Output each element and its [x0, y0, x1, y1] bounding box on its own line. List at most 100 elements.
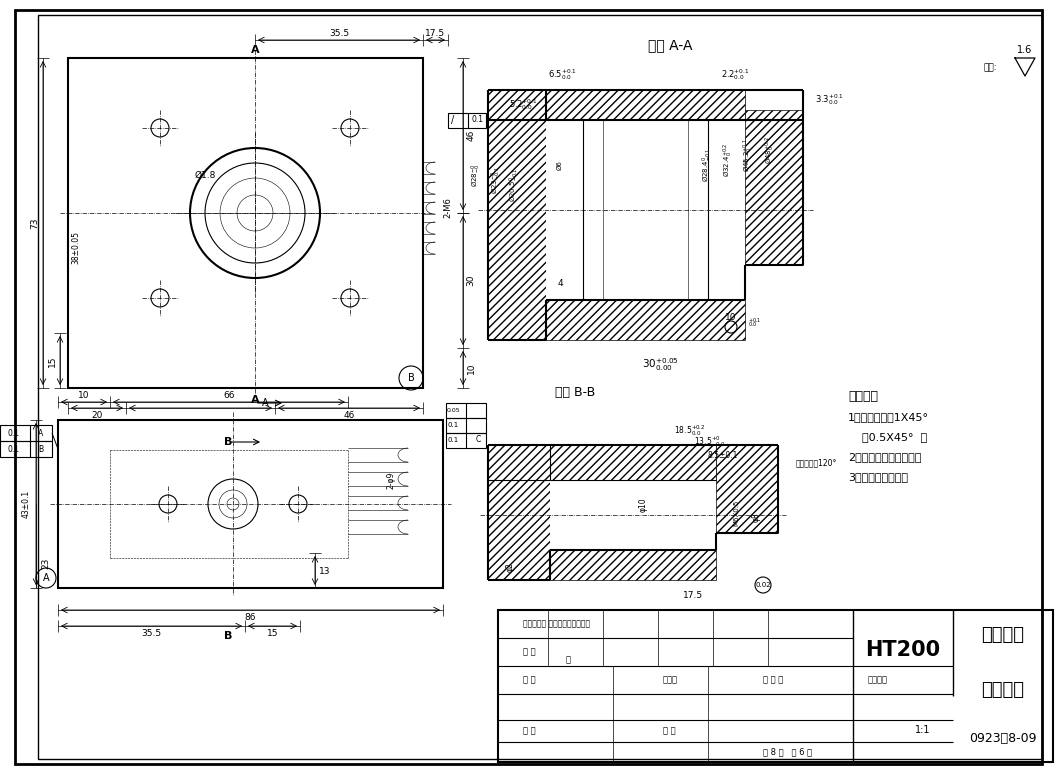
Text: 2.2$^{+0.1}_{0.0}$: 2.2$^{+0.1}_{0.0}$ [721, 67, 749, 83]
Text: 标准化: 标准化 [663, 676, 678, 684]
Bar [745, 110, 803, 265]
Text: 角0.5X45°  。: 角0.5X45° 。 [848, 432, 927, 442]
Text: 1、直角边倒边1X45°: 1、直角边倒边1X45° [848, 412, 929, 422]
Text: 0.1: 0.1 [447, 422, 459, 428]
Text: Ø1.8: Ø1.8 [194, 170, 216, 180]
Bar [498, 610, 1053, 762]
Bar [550, 550, 716, 580]
Text: 技术要求: 技术要求 [848, 391, 878, 403]
Text: 0.05: 0.05 [446, 407, 460, 413]
Text: 剖面 B-B: 剖面 B-B [555, 385, 595, 399]
Text: 审 核: 审 核 [523, 676, 536, 684]
Text: 其余:: 其余: [983, 63, 997, 73]
Text: 批 准: 批 准 [663, 727, 675, 735]
Text: 13.5$^{+0}_{-0.0}$: 13.5$^{+0}_{-0.0}$ [694, 434, 726, 450]
Text: 0.02: 0.02 [755, 582, 771, 588]
Bar [546, 120, 745, 300]
Text: 0923盖8-09: 0923盖8-09 [969, 731, 1037, 745]
Text: Ø23$^{-0}_{-0.1}$: Ø23$^{-0}_{-0.1}$ [489, 166, 503, 194]
Text: Ø20.5$^{0}_{-0.1}$: Ø20.5$^{0}_{-0.1}$ [507, 168, 521, 202]
Text: 共 8 张   第 6 张: 共 8 张 第 6 张 [763, 748, 812, 756]
Text: C: C [476, 436, 481, 444]
Text: A: A [42, 573, 50, 583]
Text: 17.5: 17.5 [683, 591, 703, 600]
Bar [0, 425, 52, 441]
Text: 钻头锥度为120°: 钻头锥度为120° [796, 458, 837, 467]
Bar [446, 418, 486, 433]
Bar [446, 403, 486, 418]
Text: 1:1: 1:1 [915, 725, 931, 735]
Text: 35.5: 35.5 [142, 628, 162, 638]
Text: 13: 13 [319, 567, 331, 576]
Text: Ø28.4$^{0}_{-0.1}$: Ø28.4$^{0}_{-0.1}$ [701, 148, 713, 183]
Text: A: A [251, 45, 259, 55]
Text: 10: 10 [466, 362, 476, 374]
Text: 量量比例: 量量比例 [868, 676, 888, 684]
Text: 5.2$^{+0.1}_{0.0}$: 5.2$^{+0.1}_{0.0}$ [508, 98, 537, 112]
Text: 上燃湖学: 上燃湖学 [982, 626, 1024, 644]
Text: 燕: 燕 [565, 656, 571, 665]
Text: 10: 10 [725, 313, 737, 321]
Text: 46: 46 [466, 130, 476, 141]
Text: 30: 30 [466, 275, 476, 286]
Text: 18.5$^{+0.2}_{0.0}$: 18.5$^{+0.2}_{0.0}$ [674, 423, 706, 438]
Text: 3、表面发黑处理。: 3、表面发黑处理。 [848, 472, 908, 482]
Bar [546, 300, 745, 340]
Text: φ2: φ2 [505, 562, 515, 572]
Text: 6.5$^{+0.1}_{0.0}$: 6.5$^{+0.1}_{0.0}$ [549, 67, 577, 83]
Text: 2-φ9: 2-φ9 [387, 471, 395, 488]
Text: 2、未注公差的尺寸公差: 2、未注公差的尺寸公差 [848, 452, 922, 462]
Text: 86: 86 [245, 612, 256, 622]
Bar [716, 445, 778, 533]
Bar [68, 58, 423, 388]
Text: 38±0.05: 38±0.05 [72, 231, 80, 265]
Text: $^{+0.1}_{0.0}$: $^{+0.1}_{0.0}$ [748, 317, 762, 330]
Text: B: B [224, 631, 233, 641]
Text: 剖面 A-A: 剖面 A-A [648, 38, 692, 52]
Text: M6X0.5: M6X0.5 [733, 500, 739, 526]
Text: 0.1: 0.1 [8, 429, 20, 437]
Text: 1.6: 1.6 [1018, 45, 1033, 55]
Text: 设 计: 设 计 [523, 648, 536, 656]
Text: 3.3$^{+0.1}_{0.0}$: 3.3$^{+0.1}_{0.0}$ [815, 93, 845, 108]
Text: 30$^{+0.05}_{0.00}$: 30$^{+0.05}_{0.00}$ [642, 357, 679, 373]
Text: 43±0.1: 43±0.1 [21, 490, 31, 518]
Text: Ø45.2$^{+0.1}_{0}$: Ø45.2$^{+0.1}_{0}$ [741, 138, 755, 172]
Bar [448, 113, 486, 128]
Text: 10: 10 [78, 391, 90, 399]
Text: 23: 23 [41, 557, 51, 569]
Bar [446, 433, 486, 448]
Text: 工 艺: 工 艺 [523, 727, 536, 735]
Text: 20: 20 [91, 410, 103, 420]
Text: 35.5: 35.5 [329, 29, 349, 39]
Text: Ø32.4$^{+0.2}_{0}$: Ø32.4$^{+0.2}_{0}$ [721, 143, 735, 177]
Text: 0.1: 0.1 [8, 444, 20, 454]
Text: B: B [38, 444, 43, 454]
Text: 0.1: 0.1 [472, 115, 484, 125]
Text: Ø6: Ø6 [557, 160, 563, 170]
Bar [546, 90, 745, 120]
Bar [550, 445, 716, 480]
Text: A: A [38, 429, 43, 437]
Text: 66: 66 [223, 391, 235, 399]
Bar [488, 90, 546, 340]
Text: 0.1: 0.1 [447, 437, 459, 443]
Bar [488, 445, 550, 580]
Text: 46: 46 [344, 410, 355, 420]
Bar [0, 441, 52, 457]
Text: /: / [451, 115, 455, 125]
Text: Ø28$^{-0}_{-0}$: Ø28$^{-0}_{-0}$ [469, 163, 483, 187]
Text: HT200: HT200 [866, 640, 941, 660]
Text: A: A [262, 398, 268, 408]
Text: A: A [251, 395, 259, 405]
Text: φ10: φ10 [638, 498, 648, 512]
Bar [550, 480, 716, 550]
Text: 15: 15 [266, 628, 278, 638]
Text: Ø48$^{+0.2}_{0}$: Ø48$^{+0.2}_{0}$ [763, 136, 777, 164]
Text: 标记处数分 区更改文登号年月日: 标记处数分 区更改文登号年月日 [523, 619, 590, 628]
Text: 阶 段 标: 阶 段 标 [763, 676, 783, 684]
Text: 2-M6: 2-M6 [444, 197, 452, 218]
Text: 17.5: 17.5 [425, 29, 445, 39]
Text: 缸院上端: 缸院上端 [982, 681, 1024, 699]
Text: 15: 15 [48, 355, 56, 367]
